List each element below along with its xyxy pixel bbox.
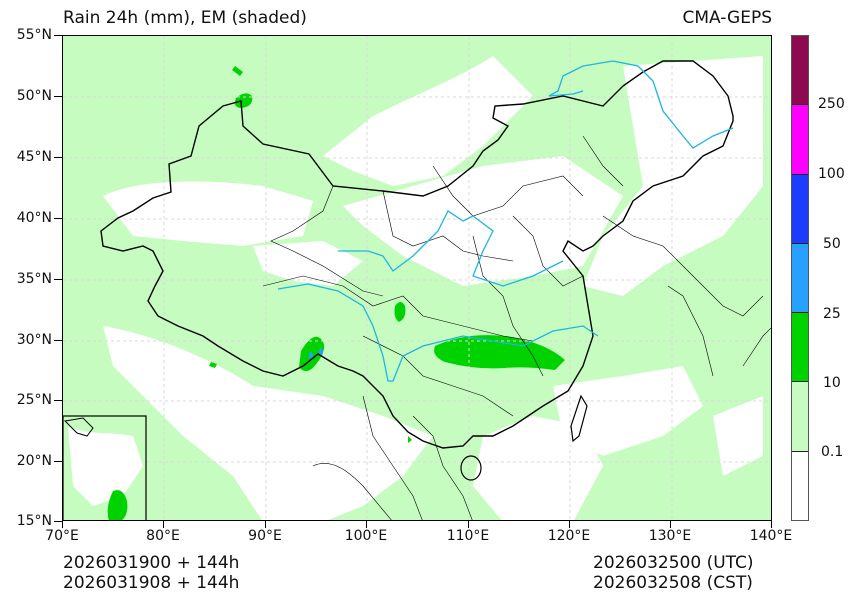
x-tick-mark bbox=[468, 521, 469, 528]
x-tick-label: 130°E bbox=[648, 528, 692, 544]
x-tick-label: 110°E bbox=[446, 528, 490, 544]
graticule bbox=[63, 36, 771, 520]
valid-time-utc: 2026032500 (UTC) bbox=[593, 553, 754, 573]
x-tick-mark bbox=[670, 521, 671, 528]
colorbar bbox=[791, 35, 809, 521]
valid-time: 2026032500 (UTC) 2026032508 (CST) bbox=[593, 553, 754, 593]
chart-title-right: CMA-GEPS bbox=[682, 8, 772, 28]
x-tick-mark bbox=[163, 521, 164, 528]
colorbar-label: 10 bbox=[823, 375, 841, 391]
y-tick-mark bbox=[54, 461, 62, 462]
y-tick-mark bbox=[54, 279, 62, 280]
y-tick-label: 35°N bbox=[16, 271, 52, 287]
precipitation-map bbox=[62, 35, 772, 521]
colorbar-segment-below-0.1 bbox=[792, 450, 808, 520]
y-tick-label: 30°N bbox=[16, 332, 52, 348]
y-tick-label: 50°N bbox=[16, 88, 52, 104]
y-tick-mark bbox=[54, 340, 62, 341]
x-tick-label: 90°E bbox=[248, 528, 282, 544]
heilongjiang-river bbox=[548, 60, 734, 149]
valid-time-cst: 2026032508 (CST) bbox=[593, 573, 753, 593]
no-rain-areas bbox=[63, 56, 763, 520]
x-tick-label: 140°E bbox=[749, 528, 793, 544]
y-tick-mark bbox=[54, 35, 62, 36]
taiwan-island bbox=[570, 394, 588, 443]
y-tick-mark bbox=[54, 218, 62, 219]
init-time: 2026031900 + 144h 2026031908 + 144h bbox=[63, 553, 239, 593]
x-tick-label: 120°E bbox=[547, 528, 591, 544]
y-tick-label: 45°N bbox=[16, 149, 52, 165]
y-tick-label: 55°N bbox=[16, 27, 52, 43]
colorbar-segment-250plus bbox=[792, 36, 808, 105]
colorbar-segment-25-50 bbox=[792, 242, 808, 313]
map-canvas bbox=[63, 36, 771, 520]
x-tick-mark bbox=[62, 521, 63, 528]
colorbar-segment-10-25 bbox=[792, 312, 808, 382]
y-tick-mark bbox=[54, 400, 62, 401]
x-tick-mark bbox=[265, 521, 266, 528]
colorbar-label: 250 bbox=[818, 96, 845, 112]
south-china-sea-inset bbox=[63, 415, 147, 520]
colorbar-segment-50-100 bbox=[792, 173, 808, 243]
y-tick-label: 15°N bbox=[16, 513, 52, 529]
colorbar-label: 50 bbox=[823, 236, 841, 252]
colorbar-label: 0.1 bbox=[821, 444, 844, 460]
yellow-river bbox=[338, 210, 564, 287]
yangtze-river bbox=[277, 283, 599, 382]
x-tick-mark bbox=[366, 521, 367, 528]
chart-title-left: Rain 24h (mm), EM (shaded) bbox=[63, 8, 307, 28]
x-tick-label: 70°E bbox=[45, 528, 79, 544]
y-tick-mark bbox=[54, 157, 62, 158]
provincial-borders bbox=[262, 135, 771, 520]
colorbar-segment-0.1-10 bbox=[792, 381, 808, 451]
y-tick-label: 20°N bbox=[16, 453, 52, 469]
colorbar-segment-100-250 bbox=[792, 104, 808, 174]
y-tick-mark bbox=[54, 521, 62, 522]
x-tick-label: 80°E bbox=[146, 528, 180, 544]
y-tick-label: 25°N bbox=[16, 392, 52, 408]
x-tick-mark bbox=[569, 521, 570, 528]
hainan-island bbox=[460, 455, 482, 481]
y-tick-label: 40°N bbox=[16, 210, 52, 226]
init-time-cst: 2026031908 + 144h bbox=[63, 573, 240, 593]
x-tick-mark bbox=[771, 521, 772, 528]
x-tick-label: 100°E bbox=[344, 528, 388, 544]
national-border bbox=[100, 60, 734, 449]
rivers bbox=[277, 60, 734, 382]
y-tick-mark bbox=[54, 96, 62, 97]
init-time-utc: 2026031900 + 144h bbox=[63, 553, 240, 573]
colorbar-label: 25 bbox=[823, 306, 841, 322]
colorbar-label: 100 bbox=[818, 166, 845, 182]
